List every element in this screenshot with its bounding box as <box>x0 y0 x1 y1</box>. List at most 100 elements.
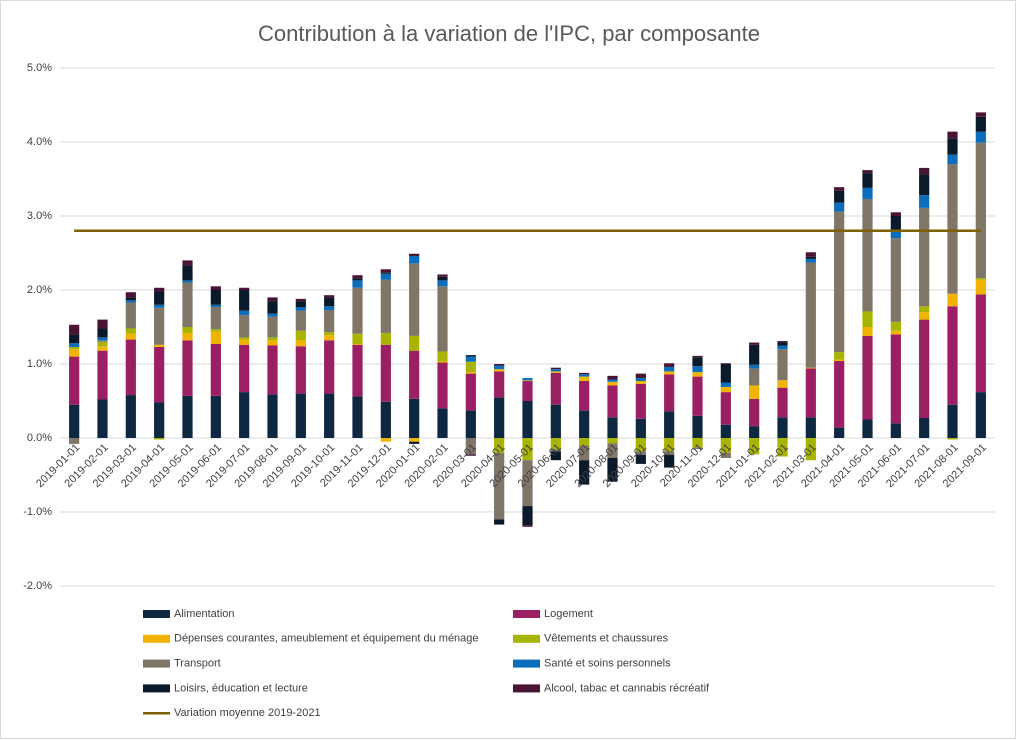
bar-segment <box>635 383 646 419</box>
bar-segment <box>664 411 675 438</box>
bar-segment <box>324 335 335 341</box>
bar-segment <box>352 344 363 345</box>
bar-segment <box>295 307 306 311</box>
bar-segment <box>465 356 476 362</box>
legend-label: Santé et soins personnels <box>544 658 671 670</box>
bar-segment <box>69 334 80 344</box>
bar-segment <box>182 260 193 266</box>
bar-segment <box>239 337 250 340</box>
bar-segment <box>125 297 136 301</box>
legend-label: Transport <box>174 658 221 670</box>
bar-segment <box>465 372 476 374</box>
bar-segment <box>890 238 901 322</box>
bar-segment <box>890 321 901 331</box>
bar-segment <box>607 381 618 386</box>
bar-segment <box>182 282 193 327</box>
bar-segment <box>465 373 476 411</box>
bar-segment <box>465 355 476 357</box>
bar-segment <box>352 287 363 334</box>
bar-segment <box>409 441 420 444</box>
bar-segment <box>749 426 760 438</box>
bar-segment <box>97 341 108 347</box>
bar-segment <box>692 447 703 450</box>
bar-segment <box>125 302 136 329</box>
bar-segment <box>182 340 193 396</box>
legend-label: Loisirs, éducation et lecture <box>174 682 308 694</box>
bar-segment <box>239 310 250 316</box>
bar-segment <box>890 330 901 335</box>
bar-segment <box>975 112 986 117</box>
bar-segment <box>975 116 986 132</box>
bar-segment <box>97 350 108 400</box>
bar-segment <box>749 364 760 369</box>
bar-segment <box>975 142 986 279</box>
bar-segment <box>550 404 561 438</box>
bar-segment <box>267 313 278 317</box>
bar-segment <box>267 297 278 302</box>
y-tick-label: -1.0% <box>23 506 52 518</box>
bar-segment <box>352 344 363 397</box>
bar-segment <box>210 307 221 330</box>
y-tick-label: 4.0% <box>27 136 52 148</box>
bar-segment <box>607 457 618 482</box>
bar-segment <box>380 272 391 274</box>
bar-segment <box>749 368 760 386</box>
bar-segment <box>295 301 306 308</box>
bar-segment <box>947 306 958 405</box>
bar-segment <box>125 333 136 340</box>
bar-segment <box>97 328 108 338</box>
bar-segment <box>324 393 335 438</box>
bar-segment <box>69 346 80 350</box>
bar-segment <box>380 438 391 442</box>
bar-segment <box>97 337 108 341</box>
bar-segment <box>834 187 845 191</box>
bar-segment <box>380 344 391 402</box>
bar-segment <box>919 174 930 196</box>
bar-segment <box>720 363 731 364</box>
y-tick-label: 1.0% <box>27 358 52 370</box>
legend-label: Vêtements et chaussures <box>544 633 669 645</box>
y-tick-label: 3.0% <box>27 210 52 222</box>
bar-segment <box>125 300 136 303</box>
bar-segment <box>210 329 221 332</box>
bar-segment <box>579 372 590 375</box>
bar-segment <box>465 454 476 456</box>
bar-segment <box>352 280 363 288</box>
bar-segment <box>777 341 788 343</box>
bar-segment <box>664 363 675 367</box>
bar-segment <box>579 381 590 411</box>
bar-segment <box>125 328 136 334</box>
bar-segment <box>239 287 250 290</box>
bar-segment <box>720 438 731 453</box>
bar-segment <box>579 376 590 382</box>
bar-segment <box>69 324 80 335</box>
bar-segment <box>324 306 335 310</box>
bar-segment <box>182 332 193 341</box>
bar-segment <box>805 258 816 263</box>
bar-segment <box>352 396 363 438</box>
bar-segment <box>635 381 646 384</box>
bar-segment <box>805 438 816 461</box>
bar-segment <box>692 415 703 438</box>
bar-segment <box>125 339 136 396</box>
bar-segment <box>409 335 420 351</box>
bar-segment <box>352 278 363 281</box>
bar-segment <box>749 385 760 399</box>
bar-segment <box>834 427 845 438</box>
legend-swatch <box>143 684 170 693</box>
bar-segment <box>550 372 561 405</box>
bar-segment <box>69 356 80 405</box>
bar-segment <box>635 438 646 452</box>
bar-segment <box>862 311 873 327</box>
bar-segment <box>607 375 618 380</box>
bar-segment <box>239 290 250 311</box>
legend-label: Logement <box>544 608 593 620</box>
bar-segment <box>579 374 590 377</box>
bar-segment <box>437 362 448 409</box>
legend-label: Variation moyenne 2019-2021 <box>174 707 321 719</box>
bar-segment <box>720 382 731 387</box>
bar-segment <box>777 349 788 381</box>
bar-segment <box>947 438 958 440</box>
bar-segment <box>635 418 646 438</box>
bar-segment <box>720 364 731 383</box>
